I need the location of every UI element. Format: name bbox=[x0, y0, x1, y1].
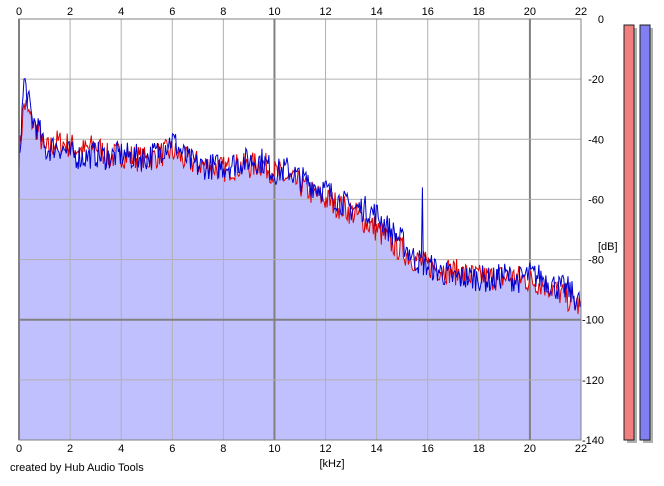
x-tick-label-bottom: 18 bbox=[473, 443, 485, 455]
x-axis-label: [kHz] bbox=[319, 458, 344, 470]
y-axis-label: [dB] bbox=[598, 241, 618, 253]
x-tick-label-top: 6 bbox=[169, 6, 175, 18]
x-axis-bottom-ticks: 0 2 4 6 8 10 12 14 16 18 20 22 bbox=[16, 443, 587, 455]
x-tick-label-top: 22 bbox=[575, 6, 587, 18]
y-tick-label: -80 bbox=[588, 255, 604, 267]
x-tick-label-top: 10 bbox=[268, 6, 280, 18]
x-tick-label-top: 18 bbox=[473, 6, 485, 18]
x-tick-label-top: 12 bbox=[319, 6, 331, 18]
x-tick-label-top: 16 bbox=[422, 6, 434, 18]
plot-area bbox=[18, 18, 582, 441]
y-tick-label: -60 bbox=[588, 194, 604, 206]
y-tick-label: -140 bbox=[582, 435, 604, 447]
x-axis-top-ticks: 0 2 4 6 8 10 12 14 16 18 20 22 bbox=[16, 6, 587, 18]
x-tick-label-bottom: 6 bbox=[169, 443, 175, 455]
x-tick-label-bottom: 0 bbox=[16, 443, 22, 455]
x-tick-label-bottom: 20 bbox=[524, 443, 536, 455]
x-tick-label-bottom: 14 bbox=[371, 443, 383, 455]
level-meters bbox=[623, 24, 653, 444]
series-line-red bbox=[18, 98, 582, 315]
x-tick-label-bottom: 8 bbox=[220, 443, 226, 455]
x-tick-label-top: 8 bbox=[220, 6, 226, 18]
x-tick-label-bottom: 22 bbox=[575, 443, 587, 455]
x-tick-label-top: 2 bbox=[67, 6, 73, 18]
x-tick-label-bottom: 16 bbox=[422, 443, 434, 455]
x-tick-label-bottom: 10 bbox=[268, 443, 280, 455]
series-line-blue bbox=[18, 77, 582, 311]
y-axis-ticks: 0 -20 -40 -60 -80 -100 -120 -140 bbox=[582, 14, 604, 447]
spectrum-fill bbox=[19, 100, 581, 441]
y-tick-label: -100 bbox=[582, 315, 604, 327]
y-tick-label: 0 bbox=[598, 14, 604, 26]
x-tick-label-bottom: 4 bbox=[118, 443, 124, 455]
footer-credit: created by Hub Audio Tools bbox=[10, 462, 144, 474]
y-tick-label: -120 bbox=[582, 375, 604, 387]
level-meter-bar bbox=[639, 24, 651, 441]
y-tick-label: -20 bbox=[588, 74, 604, 86]
x-tick-label-top: 4 bbox=[118, 6, 124, 18]
x-tick-label-top: 14 bbox=[371, 6, 383, 18]
x-tick-label-bottom: 2 bbox=[67, 443, 73, 455]
plot-frame bbox=[18, 18, 582, 441]
x-tick-label-bottom: 12 bbox=[319, 443, 331, 455]
x-tick-label-top: 20 bbox=[524, 6, 536, 18]
level-meter-bar bbox=[623, 24, 635, 441]
y-tick-label: -40 bbox=[588, 134, 604, 146]
x-tick-label-top: 0 bbox=[16, 6, 22, 18]
